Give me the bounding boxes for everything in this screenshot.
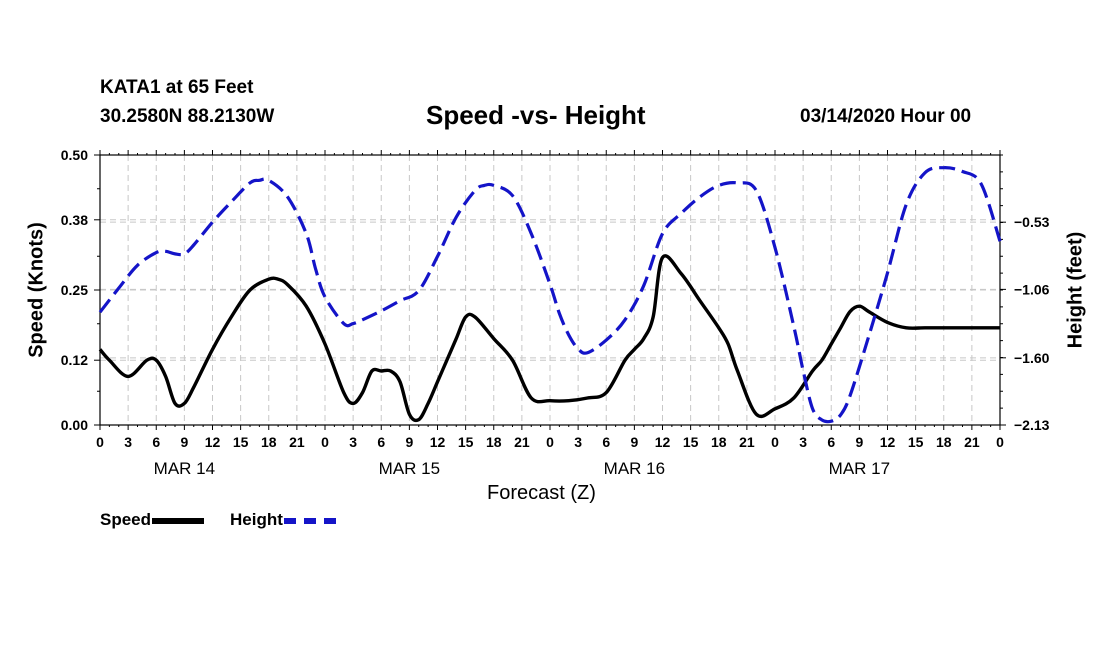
coordinates-label: 30.2580N 88.2130W [100, 106, 275, 127]
day-label: MAR 14 [154, 459, 215, 478]
x-tick-label: 6 [377, 434, 385, 450]
x-tick-label: 6 [152, 434, 160, 450]
y-tick-label-left: 0.50 [61, 147, 88, 163]
y-tick-label-right: −0.53 [1014, 214, 1050, 230]
x-tick-label: 12 [205, 434, 221, 450]
x-tick-label: 12 [880, 434, 896, 450]
legend-height-swatch [283, 517, 336, 524]
x-tick-label: 15 [908, 434, 924, 450]
x-tick-label: 3 [349, 434, 357, 450]
x-tick-label: 18 [936, 434, 952, 450]
y-tick-label-right: −1.06 [1014, 281, 1050, 297]
x-tick-label: 12 [655, 434, 671, 450]
x-tick-label: 15 [683, 434, 699, 450]
y-tick-label-left: 0.12 [61, 352, 88, 368]
station-label: KATA1 at 65 Feet [100, 77, 254, 98]
chart-title: Speed -vs- Height [426, 100, 646, 130]
day-label: MAR 16 [604, 459, 665, 478]
x-tick-label: 3 [124, 434, 132, 450]
x-tick-label: 0 [771, 434, 779, 450]
x-tick-label: 0 [546, 434, 554, 450]
x-tick-label: 9 [180, 434, 188, 450]
x-tick-label: 12 [430, 434, 446, 450]
x-tick-label: 9 [630, 434, 638, 450]
x-tick-label: 0 [321, 434, 329, 450]
x-tick-label: 9 [405, 434, 413, 450]
y-axis-label-right: Height (feet) [1064, 231, 1087, 349]
legend-height-label: Height [230, 510, 283, 529]
x-tick-label: 15 [458, 434, 474, 450]
y-tick-label-left: 0.38 [61, 212, 88, 228]
y-tick-label-right: −1.60 [1014, 350, 1050, 366]
day-label: MAR 15 [379, 459, 440, 478]
x-tick-label: 21 [964, 434, 980, 450]
legend-speed: Speed [100, 510, 205, 530]
x-tick-label: 21 [514, 434, 530, 450]
x-tick-label: 0 [996, 434, 1004, 450]
x-tick-label: 18 [261, 434, 277, 450]
x-tick-label: 3 [574, 434, 582, 450]
x-tick-label: 15 [233, 434, 249, 450]
y-tick-label-left: 0.00 [61, 417, 88, 433]
legend-speed-swatch [152, 517, 205, 524]
x-tick-label: 18 [486, 434, 502, 450]
x-tick-label: 9 [855, 434, 863, 450]
legend-speed-label: Speed [100, 510, 152, 529]
height-series-line [98, 166, 1002, 424]
x-tick-label: 21 [739, 434, 755, 450]
x-tick-label: 6 [827, 434, 835, 450]
x-tick-label: 18 [711, 434, 727, 450]
x-tick-label: 0 [96, 434, 104, 450]
x-axis-label: Forecast (Z) [487, 482, 596, 504]
speed-series-line [98, 254, 1000, 423]
day-label: MAR 17 [829, 459, 890, 478]
x-tick-label: 3 [799, 434, 807, 450]
legend-height: Height [230, 510, 336, 530]
forecast-date: 03/14/2020 Hour 00 [800, 106, 972, 127]
x-tick-label: 21 [289, 434, 305, 450]
y-tick-label-right: −2.13 [1014, 417, 1050, 433]
y-tick-label-left: 0.25 [61, 282, 88, 298]
x-tick-label: 6 [602, 434, 610, 450]
y-axis-label-left: Speed (Knots) [25, 222, 48, 358]
